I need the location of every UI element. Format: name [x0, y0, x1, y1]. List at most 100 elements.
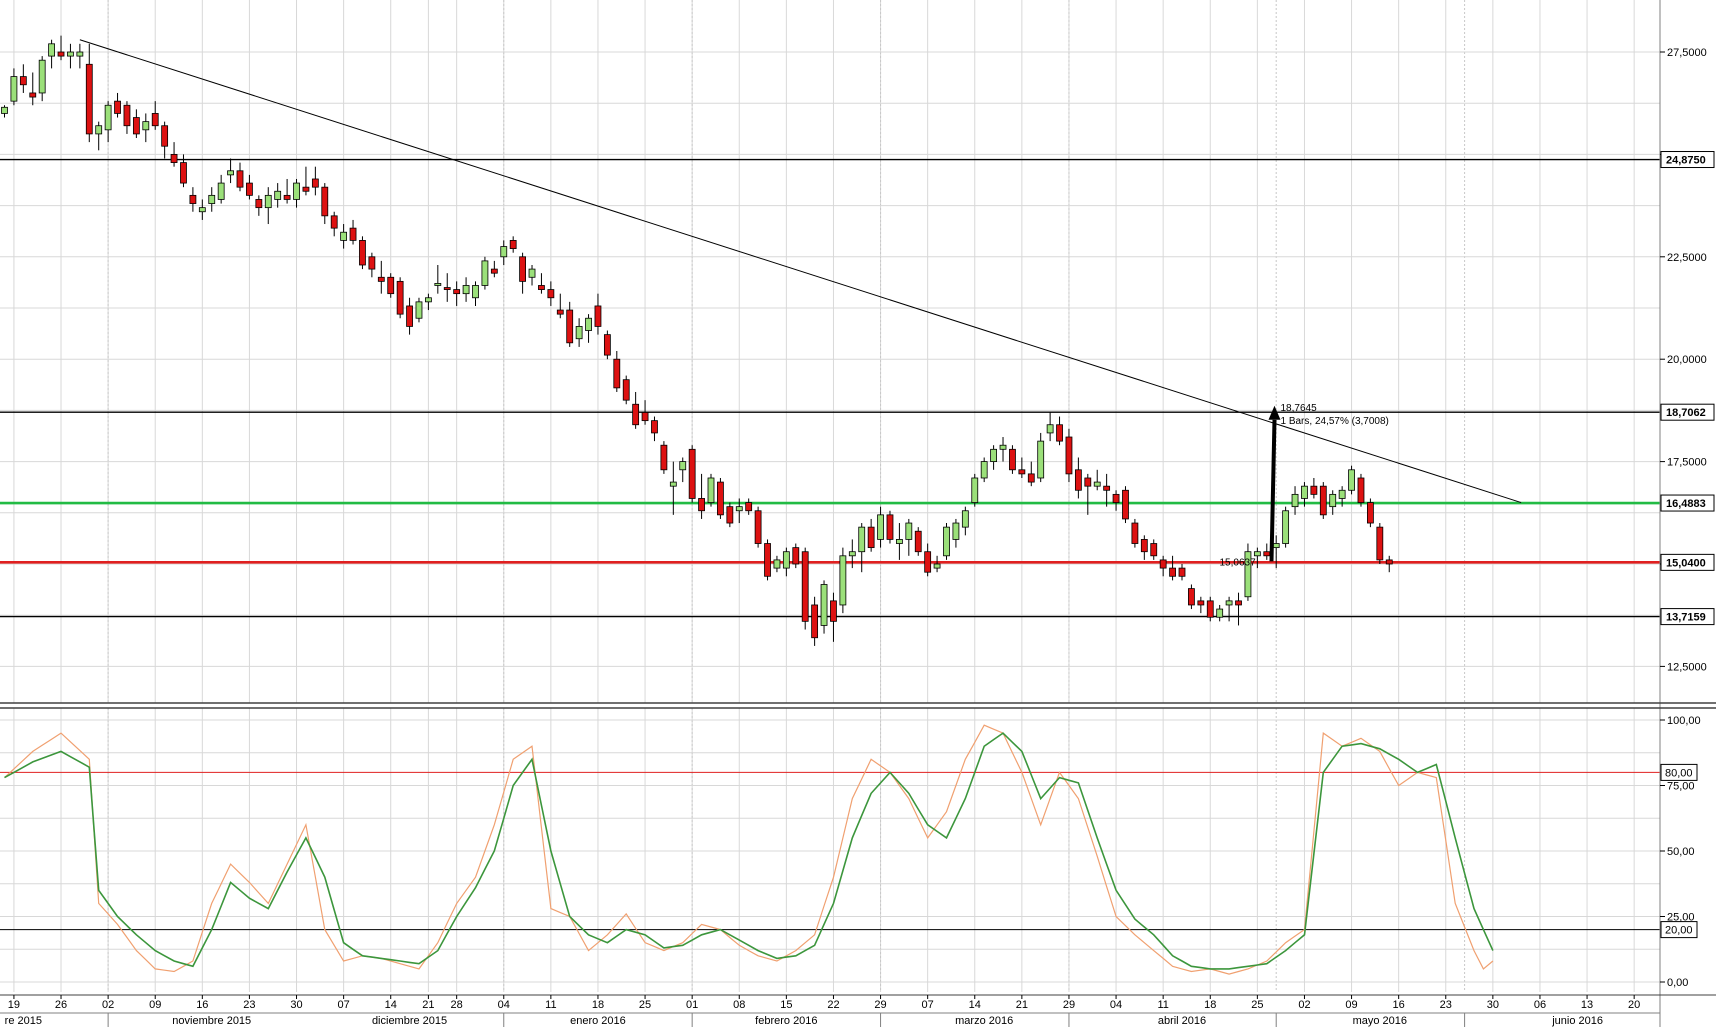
candle-body — [1367, 502, 1374, 524]
day-tick-label: 02 — [102, 999, 114, 1011]
candle — [1112, 490, 1120, 511]
candle-body — [754, 510, 762, 544]
day-tick-label: 07 — [922, 999, 934, 1011]
candle — [10, 68, 18, 106]
stochastic-k-line — [4, 724, 1494, 975]
candle — [1206, 596, 1214, 622]
candle — [858, 523, 866, 573]
candle — [321, 183, 329, 225]
candle — [820, 580, 828, 634]
candle-body — [585, 317, 592, 331]
candle — [29, 72, 37, 106]
candle — [76, 43, 84, 69]
candle-body — [1037, 440, 1045, 479]
candle-body — [123, 104, 131, 127]
stochastic-level-box — [1660, 921, 1698, 939]
candle — [585, 314, 592, 343]
candle-body — [1235, 600, 1242, 606]
candle — [161, 121, 169, 159]
day-tick-label: 26 — [55, 999, 67, 1011]
candle-body — [424, 297, 432, 303]
candle — [745, 498, 753, 515]
candle-body — [811, 604, 819, 639]
candle — [236, 162, 244, 192]
candle-body — [453, 289, 461, 295]
candle-body — [255, 199, 263, 209]
candle-body — [830, 600, 837, 622]
candle-body — [980, 461, 988, 479]
candle-body — [990, 448, 997, 463]
candle — [717, 477, 724, 519]
day-tick-label: 18 — [592, 999, 604, 1011]
candle — [170, 142, 178, 167]
day-tick-label: 11 — [1157, 999, 1168, 1011]
candle-body — [29, 92, 37, 98]
candle-body — [217, 182, 225, 200]
candle-body — [622, 379, 630, 401]
month-label: enero 2016 — [570, 1015, 626, 1027]
candle — [472, 281, 479, 306]
candle — [622, 375, 630, 405]
candle — [1103, 473, 1111, 507]
candle-body — [877, 514, 884, 540]
day-tick-label: 28 — [451, 999, 463, 1011]
candle-body — [943, 526, 950, 557]
candle-body — [961, 510, 969, 528]
candle — [264, 187, 272, 225]
candle — [933, 555, 941, 573]
candle — [613, 351, 621, 392]
candle — [1140, 535, 1148, 560]
candle — [632, 391, 640, 429]
candle-body — [142, 121, 150, 131]
candle — [302, 166, 310, 196]
candle-body — [886, 514, 894, 540]
candle-body — [396, 280, 404, 315]
day-tick-label: 15 — [780, 999, 792, 1011]
candle — [132, 109, 140, 139]
candle — [387, 273, 395, 298]
candle — [528, 264, 536, 286]
candle-body — [792, 547, 800, 565]
candle — [217, 174, 225, 204]
candle-body — [1056, 424, 1063, 442]
candle-body — [1027, 473, 1035, 483]
candle-body — [632, 403, 640, 426]
day-tick-label: 29 — [874, 999, 886, 1011]
day-tick-label: 16 — [196, 999, 208, 1011]
candle — [754, 506, 762, 548]
candle-body — [1253, 551, 1261, 557]
day-tick-label: 18 — [1204, 999, 1216, 1011]
candle — [311, 166, 319, 196]
candle-body — [858, 526, 866, 553]
candle-body — [1046, 424, 1054, 434]
price-tick-label: 12,5000 — [1667, 661, 1707, 673]
candle-body — [321, 186, 329, 217]
candle-body — [1188, 588, 1195, 606]
candle — [896, 523, 903, 560]
price-tick-label: 17,5000 — [1667, 457, 1707, 469]
candle — [406, 297, 413, 335]
day-tick-label: 20 — [1628, 999, 1640, 1011]
candle — [943, 523, 950, 560]
candle-body — [1301, 485, 1308, 499]
candle — [1074, 457, 1082, 499]
candle — [566, 301, 574, 347]
candle-body — [293, 182, 300, 200]
candle — [792, 543, 800, 569]
day-tick-label: 30 — [290, 999, 302, 1011]
candle — [1329, 490, 1337, 515]
month-label: junio 2016 — [1551, 1015, 1603, 1027]
candle — [1056, 416, 1063, 446]
candle-body — [1131, 522, 1139, 544]
candle — [538, 273, 545, 294]
candle-body — [651, 420, 658, 434]
candle-body — [1159, 559, 1167, 569]
candle-body — [528, 268, 536, 278]
day-tick-label: 21 — [422, 999, 434, 1011]
candle-body — [1216, 608, 1224, 618]
candle — [1235, 592, 1242, 626]
month-label: diciembre 2015 — [372, 1015, 447, 1027]
candle — [38, 56, 46, 102]
candle — [651, 416, 658, 442]
candle — [1367, 498, 1374, 528]
